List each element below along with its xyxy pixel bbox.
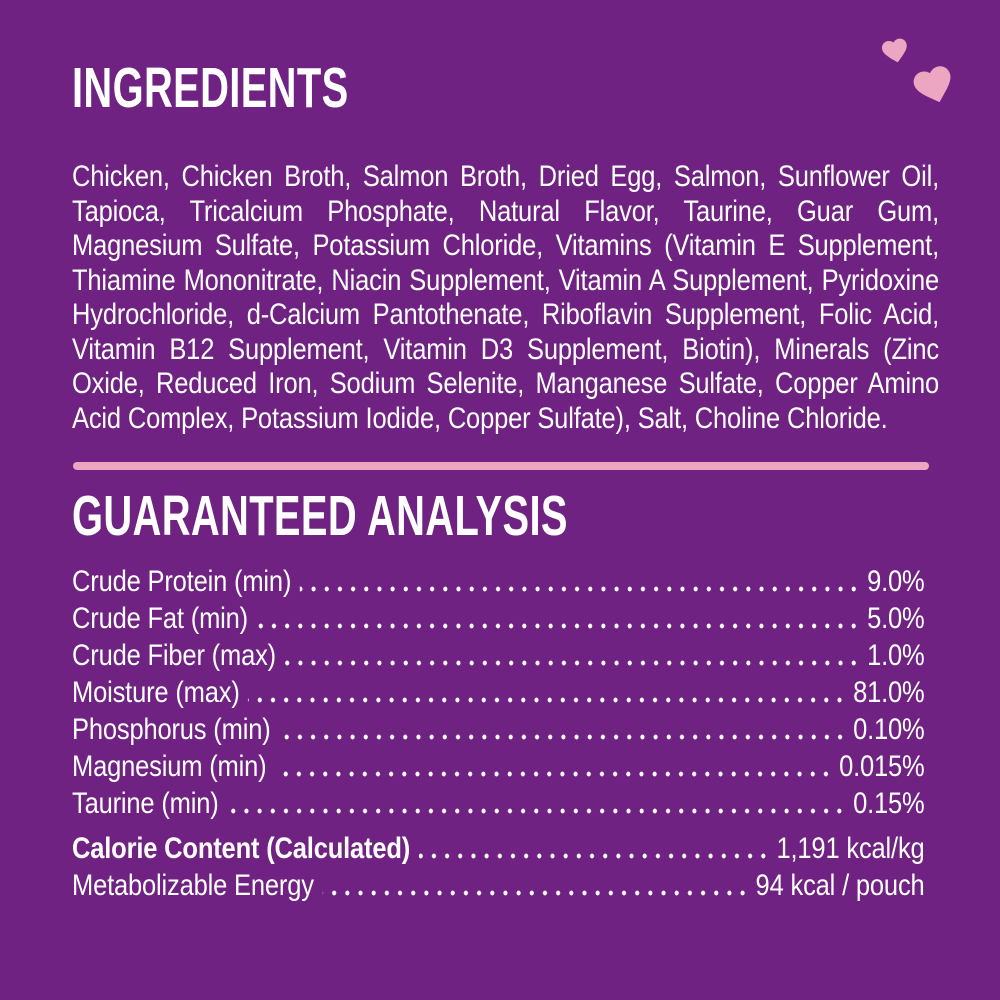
calorie-rows: Calorie Content (Calculated) 1,191 kcal/k… — [72, 830, 925, 904]
ga-row-label: Taurine (min) — [72, 787, 219, 820]
guaranteed-analysis-table: Crude Protein (min) 9.0% Crude Fat (min) 5.… — [72, 563, 925, 904]
section-divider — [73, 462, 929, 470]
ga-row-label: Magnesium (min) — [72, 750, 267, 783]
ingredients-heading: INGREDIENTS — [72, 56, 349, 120]
ga-row-label: Crude Fat (min) — [72, 602, 248, 635]
heart-icon-large — [913, 66, 951, 103]
ingredients-text: Chicken, Chicken Broth, Salmon Broth, Dr… — [72, 160, 939, 435]
ga-row-label: Calorie Content (Calculated) — [72, 832, 411, 865]
dotted-leader — [279, 732, 847, 742]
dotted-leader — [227, 806, 847, 816]
ga-row: Crude Fiber (max) 1.0% — [72, 637, 925, 674]
ga-row-value: 0.15% — [853, 787, 925, 820]
ga-row-label: Moisture (max) — [72, 676, 240, 709]
ga-row-value: 0.10% — [853, 713, 925, 746]
ga-row: Metabolizable Energy 94 kcal / pouch — [72, 867, 925, 904]
ga-row-label: Metabolizable Energy — [72, 869, 314, 902]
ga-row: Crude Protein (min) 9.0% — [72, 563, 925, 600]
ga-rows: Crude Protein (min) 9.0% Crude Fat (min) 5.… — [72, 563, 925, 822]
ga-row: Taurine (min) 0.15% — [72, 785, 925, 822]
dotted-leader — [418, 851, 770, 861]
heart-icon-small — [881, 38, 907, 63]
ga-row-value: 9.0% — [867, 565, 925, 598]
dotted-leader — [256, 621, 861, 631]
ga-row: Crude Fat (min) 5.0% — [72, 600, 925, 637]
ga-row-value: 1,191 kcal/kg — [776, 832, 925, 865]
dotted-leader — [248, 695, 847, 705]
guaranteed-analysis-heading: GUARANTEED ANALYSIS — [72, 484, 568, 548]
ga-row-value: 81.0% — [853, 676, 925, 709]
ga-row-value: 1.0% — [867, 639, 925, 672]
dotted-leader — [299, 584, 861, 594]
dotted-leader — [322, 888, 749, 898]
ga-row-label: Crude Fiber (max) — [72, 639, 276, 672]
ga-row: Calorie Content (Calculated) 1,191 kcal/k… — [72, 830, 925, 867]
ga-row-label: Phosphorus (min) — [72, 713, 271, 746]
ga-row-value: 94 kcal / pouch — [755, 869, 925, 902]
ga-row-value: 0.015% — [839, 750, 925, 783]
ga-row: Magnesium (min) 0.015% — [72, 748, 925, 785]
dotted-leader — [274, 769, 833, 779]
ga-row-label: Crude Protein (min) — [72, 565, 292, 598]
ga-row: Phosphorus (min) 0.10% — [72, 711, 925, 748]
ga-row: Moisture (max) 81.0% — [72, 674, 925, 711]
ga-row-value: 5.0% — [867, 602, 925, 635]
dotted-leader — [284, 658, 861, 668]
